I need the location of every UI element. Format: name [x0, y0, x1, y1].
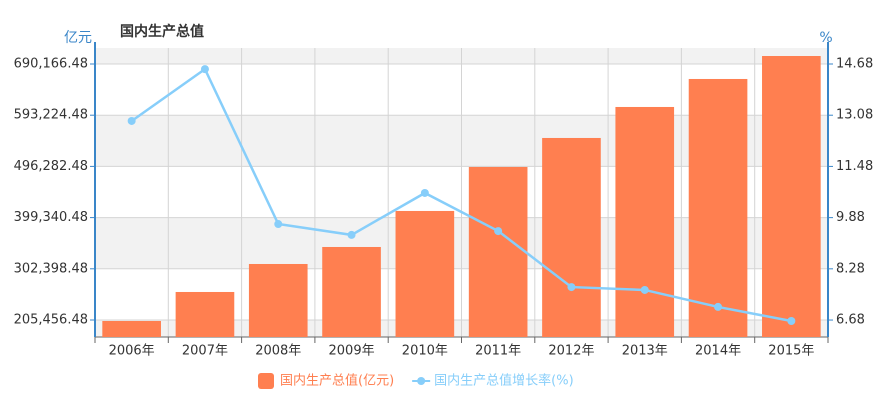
bar	[688, 78, 748, 338]
x-tick-label: 2013年	[622, 344, 668, 359]
x-tick-label: 2006年	[109, 344, 155, 359]
line-point	[787, 316, 796, 325]
y2-tick-label: 6.68	[836, 313, 865, 328]
line-point	[420, 188, 429, 197]
bar	[322, 246, 381, 337]
line	[130, 67, 792, 323]
x-tick-label: 2011年	[475, 344, 521, 359]
x-tick-label: 2010年	[402, 344, 448, 359]
y-axis-label: 亿元	[64, 30, 92, 46]
bar	[102, 320, 161, 337]
line-point	[127, 116, 136, 125]
chart-title: 国内生产总值	[120, 23, 204, 40]
legend-swatch	[258, 373, 274, 389]
y2-tick-label: 14.68	[836, 57, 873, 72]
legend-label: 国内生产总值(亿元)	[280, 373, 394, 389]
x-tick-label: 2008年	[255, 344, 301, 359]
x-tick-label: 2015年	[768, 344, 814, 359]
y2-tick-label: 11.48	[836, 159, 873, 174]
line-point	[274, 220, 283, 229]
bar	[615, 106, 675, 338]
bar	[762, 56, 821, 337]
y-tick-label: 399,340.48	[14, 210, 88, 225]
legend-point	[417, 377, 426, 385]
bar	[542, 137, 601, 337]
bar	[248, 263, 308, 337]
legend-label: 国内生产总值增长率(%)	[434, 373, 574, 389]
line-point	[714, 302, 723, 311]
y-tick-label: 302,398.48	[14, 261, 88, 276]
x-tick-label: 2014年	[695, 344, 741, 359]
y-tick-label: 205,456.48	[14, 313, 88, 328]
y2-axis-label: %	[819, 30, 832, 46]
bar	[468, 166, 528, 337]
line-point	[567, 283, 576, 292]
x-tick-label: 2012年	[548, 344, 594, 359]
y-tick-label: 496,282.48	[14, 159, 88, 174]
y-tick-label: 593,224.48	[14, 108, 88, 123]
x-tick-label: 2007年	[182, 344, 228, 359]
line-point	[347, 230, 356, 239]
y2-tick-label: 13.08	[836, 108, 873, 123]
y2-tick-label: 9.88	[836, 210, 865, 225]
line-point	[200, 65, 209, 74]
x-tick-label: 2009年	[329, 344, 375, 359]
line-point	[640, 285, 649, 294]
bar	[175, 291, 235, 337]
line-point	[494, 227, 503, 236]
bar	[395, 210, 455, 337]
y-tick-label: 690,166.48	[14, 56, 88, 71]
y2-tick-label: 8.28	[836, 261, 865, 276]
